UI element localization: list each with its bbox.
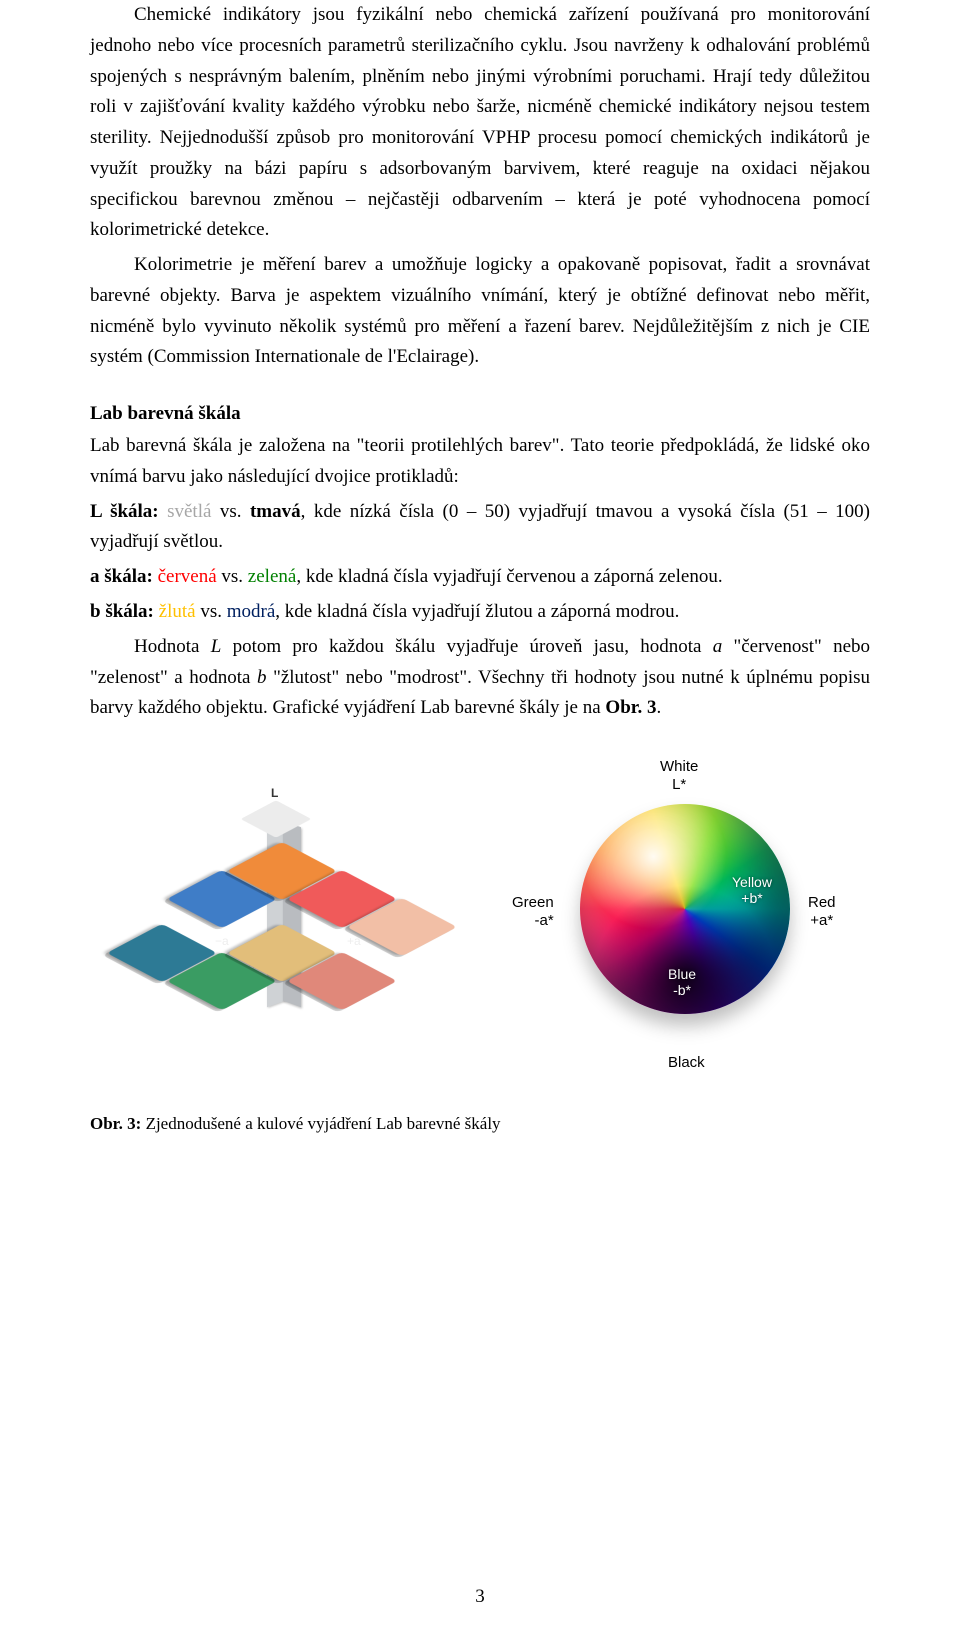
figure-3-right: Yellow +b* Blue -b* White L* Green -a* R… — [490, 754, 870, 1094]
l-light-word: světlá — [167, 501, 211, 522]
l-dark-word: tmavá — [250, 501, 301, 522]
iso-label-plus-a: +a — [347, 934, 361, 948]
p4-end: . — [656, 697, 661, 718]
p4-L: L — [211, 636, 222, 657]
iso-label-L: L — [271, 786, 278, 800]
sphere-green-label: Green -a* — [512, 894, 554, 930]
document-page: Chemické indikátory jsou fyzikální nebo … — [0, 0, 960, 1626]
sphere-black-label: Black — [668, 1054, 705, 1072]
b-rest: , kde kladná čísla vyjadřují žlutou a zá… — [275, 601, 679, 622]
figure-3-container: L +b −a +a −b Yellow +b* Blue -b* — [90, 754, 870, 1094]
figure-3-left: L +b −a +a −b — [90, 784, 460, 1064]
a-rest: , kde kladná čísla vyjadřují červenou a … — [296, 566, 722, 587]
b-blue-word: modrá — [227, 601, 276, 622]
sphere-plus-b-text: +b* — [741, 890, 762, 906]
sphere-minus-b-text: -b* — [673, 982, 691, 998]
p4-mid1: potom pro každou škálu vyjadřuje úroveň … — [221, 636, 712, 657]
lab-color-sphere: Yellow +b* Blue -b* White L* Green -a* R… — [490, 754, 870, 1094]
l-vs: vs. — [211, 501, 250, 522]
sphere-yellow-inside: Yellow +b* — [732, 874, 772, 906]
a-red-word: červená — [158, 566, 217, 587]
page-number: 3 — [0, 1586, 960, 1608]
sphere-minus-a-text: -a* — [535, 912, 554, 929]
sphere-white-label: White L* — [660, 758, 698, 794]
sphere-red-text: Red — [808, 894, 836, 911]
sphere-plus-a-text: +a* — [810, 912, 833, 929]
sphere-green-text: Green — [512, 894, 554, 911]
b-yellow-word: žlutá — [159, 601, 196, 622]
sphere-yellow-text: Yellow — [732, 874, 772, 890]
b-prefix: b škála: — [90, 601, 159, 622]
paragraph-3: Lab barevná škála je založena na "teorii… — [90, 431, 870, 493]
p4-a: a — [713, 636, 723, 657]
sphere-lstar-text: L* — [672, 776, 686, 793]
sphere-blue-text: Blue — [668, 966, 696, 982]
a-scale-line: a škála: červená vs. zelená, kde kladná … — [90, 562, 870, 593]
b-vs: vs. — [196, 601, 227, 622]
lab-isometric-diagram: L +b −a +a −b — [115, 784, 435, 1064]
iso-label-minus-a: −a — [215, 934, 229, 948]
figure-3-caption: Obr. 3: Zjednodušené a kulové vyjádření … — [90, 1114, 870, 1134]
caption-prefix: Obr. 3: — [90, 1114, 146, 1133]
paragraph-2: Kolorimetrie je měření barev a umožňuje … — [90, 250, 870, 373]
a-vs: vs. — [217, 566, 248, 587]
sphere-red-label: Red +a* — [808, 894, 836, 930]
sphere-white-text: White — [660, 758, 698, 775]
l-scale-line: L škála: světlá vs. tmavá, kde nízká čís… — [90, 497, 870, 559]
l-prefix: L škála: — [90, 501, 167, 522]
sphere-blue-inside: Blue -b* — [668, 966, 696, 998]
a-green-word: zelená — [248, 566, 297, 587]
heading-lab-scale: Lab barevná škála — [90, 403, 870, 425]
caption-text: Zjednodušené a kulové vyjádření Lab bare… — [146, 1114, 501, 1133]
paragraph-1: Chemické indikátory jsou fyzikální nebo … — [90, 0, 870, 246]
paragraph-4: Hodnota L potom pro každou škálu vyjadřu… — [90, 632, 870, 724]
b-scale-line: b škála: žlutá vs. modrá, kde kladná čís… — [90, 597, 870, 628]
a-prefix: a škála: — [90, 566, 158, 587]
p4-ref: Obr. 3 — [605, 697, 656, 718]
p4-b: b — [257, 667, 267, 688]
p4-pre: Hodnota — [134, 636, 211, 657]
